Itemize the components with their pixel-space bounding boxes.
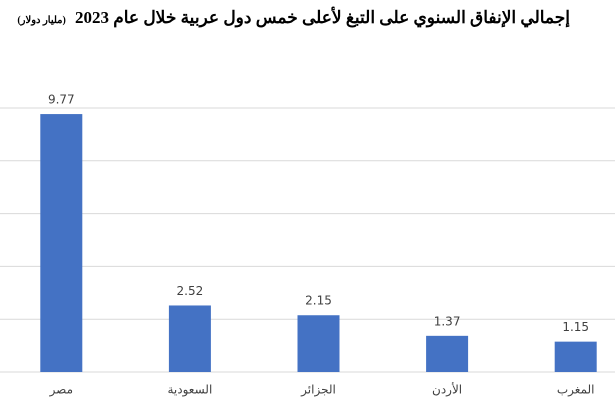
bar [168,305,211,372]
x-tick-label: المغرب [557,383,595,398]
x-tick-label: الأردن [432,382,462,398]
value-label: 2.15 [305,294,332,308]
bar [554,341,597,372]
chart-header: إجمالي الإنفاق السنوي على التبغ لأعلى خم… [17,8,570,28]
value-label: 1.37 [434,314,461,328]
bar [426,335,469,372]
bar [40,114,83,373]
x-tick-label: السعودية [167,383,212,398]
chart-subtitle: (مليار دولار) [17,15,66,26]
bar [297,315,340,372]
value-label: 2.52 [177,284,204,298]
x-tick-label: مصر [49,383,73,398]
value-label: 1.15 [562,320,589,334]
x-tick-label: الجزائر [300,383,336,398]
chart-title: إجمالي الإنفاق السنوي على التبغ لأعلى خم… [74,8,570,27]
value-label: 9.77 [48,93,75,107]
